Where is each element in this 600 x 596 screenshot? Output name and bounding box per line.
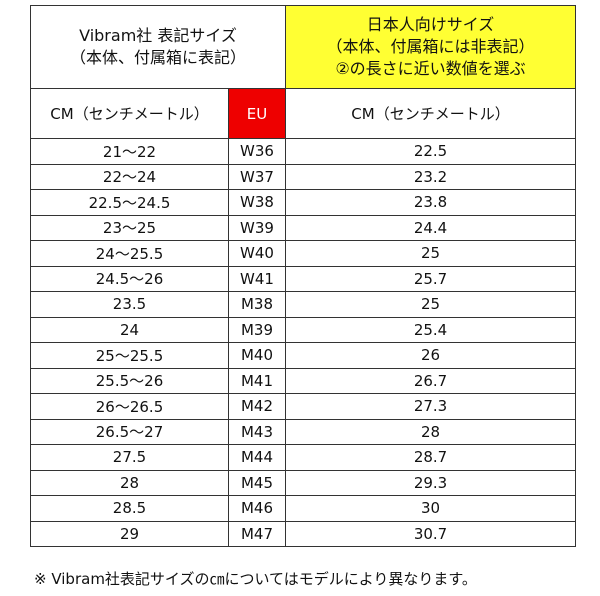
size-cell: 30 <box>285 495 577 522</box>
size-cell: M45 <box>227 469 287 496</box>
size-cell: 25.5～26 <box>30 367 229 394</box>
size-cell: 28.7 <box>285 444 577 471</box>
size-row: 28 M45 29.3 <box>30 469 577 496</box>
size-cell: 28.5 <box>30 495 229 522</box>
size-cell: 25.7 <box>285 265 577 292</box>
size-cell: M40 <box>227 342 287 369</box>
column-header: CM（センチメートル） <box>285 88 577 139</box>
size-cell: 25.4 <box>285 316 577 343</box>
size-row: 21～22 W36 22.5 <box>30 138 577 165</box>
column-row: CM（センチメートル） EU CM（センチメートル） <box>30 88 577 139</box>
size-cell: 24.4 <box>285 214 577 241</box>
size-cell: 23.8 <box>285 189 577 216</box>
size-cell: M43 <box>227 418 287 445</box>
size-row: 26～26.5 M42 27.3 <box>30 393 577 420</box>
column-header: EU <box>227 88 287 139</box>
size-cell: 28 <box>30 469 229 496</box>
size-cell: 29 <box>30 520 229 547</box>
size-cell: M47 <box>227 520 287 547</box>
footnote: ※ Vibram社表記サイズの㎝についてはモデルにより異なります。 <box>34 570 477 588</box>
size-cell: 27.3 <box>285 393 577 420</box>
size-cell: 24 <box>30 316 229 343</box>
size-row: 24.5～26 W41 25.7 <box>30 265 577 292</box>
header-text: Vibram社 表記サイズ <box>79 26 237 45</box>
size-cell: 21～22 <box>30 138 229 165</box>
size-row: 24 M39 25.4 <box>30 316 577 343</box>
size-cell: 27.5 <box>30 444 229 471</box>
size-cell: 26～26.5 <box>30 393 229 420</box>
size-cell: 23～25 <box>30 214 229 241</box>
size-cell: 30.7 <box>285 520 577 547</box>
size-cell: 29.3 <box>285 469 577 496</box>
size-row: 23～25 W39 24.4 <box>30 214 577 241</box>
header-text: （本体、付属箱には非表記） <box>326 37 535 56</box>
size-cell: 28 <box>285 418 577 445</box>
size-row: 22.5～24.5 W38 23.8 <box>30 189 577 216</box>
size-cell: 26 <box>285 342 577 369</box>
size-cell: 23.2 <box>285 163 577 190</box>
header-text: 日本人向けサイズ <box>366 15 495 34</box>
column-header: CM（センチメートル） <box>30 88 229 139</box>
size-cell: 23.5 <box>30 291 229 318</box>
size-cell: W41 <box>227 265 287 292</box>
size-row: 25.5～26 M41 26.7 <box>30 367 577 394</box>
size-row: 27.5 M44 28.7 <box>30 444 577 471</box>
size-cell: W36 <box>227 138 287 165</box>
size-cell: 25 <box>285 240 577 267</box>
size-cell: 26.7 <box>285 367 577 394</box>
size-cell: M38 <box>227 291 287 318</box>
size-cell: 26.5～27 <box>30 418 229 445</box>
size-cell: M41 <box>227 367 287 394</box>
size-cell: M42 <box>227 393 287 420</box>
size-cell: M39 <box>227 316 287 343</box>
size-row: 23.5 M38 25 <box>30 291 577 318</box>
size-cell: M46 <box>227 495 287 522</box>
size-row: 24～25.5 W40 25 <box>30 240 577 267</box>
size-cell: 22.5～24.5 <box>30 189 229 216</box>
size-cell: 25～25.5 <box>30 342 229 369</box>
size-cell: 24～25.5 <box>30 240 229 267</box>
size-cell: 22.5 <box>285 138 577 165</box>
header-right: 日本人向けサイズ （本体、付属箱には非表記） ②の長さに近い数値を選ぶ <box>285 5 577 89</box>
size-cell: 25 <box>285 291 577 318</box>
size-cell: 22～24 <box>30 163 229 190</box>
size-row: 22～24 W37 23.2 <box>30 163 577 190</box>
size-cell: W38 <box>227 189 287 216</box>
size-cell: W39 <box>227 214 287 241</box>
header-text: ②の長さに近い数値を選ぶ <box>335 59 526 78</box>
size-cell: W37 <box>227 163 287 190</box>
header-left: Vibram社 表記サイズ （本体、付属箱に表記） <box>29 5 287 89</box>
header-text: （本体、付属箱に表記） <box>70 48 247 67</box>
size-cell: M44 <box>227 444 287 471</box>
size-row: 25～25.5 M40 26 <box>30 342 577 369</box>
size-row: 28.5 M46 30 <box>30 495 577 522</box>
size-row: 29 M47 30.7 <box>30 520 577 547</box>
size-table: Vibram社 表記サイズ （本体、付属箱に表記） 日本人向けサイズ （本体、付… <box>29 5 577 547</box>
size-cell: 24.5～26 <box>30 265 229 292</box>
size-cell: W40 <box>227 240 287 267</box>
size-row: 26.5～27 M43 28 <box>30 418 577 445</box>
header-row: Vibram社 表記サイズ （本体、付属箱に表記） 日本人向けサイズ （本体、付… <box>29 5 577 89</box>
